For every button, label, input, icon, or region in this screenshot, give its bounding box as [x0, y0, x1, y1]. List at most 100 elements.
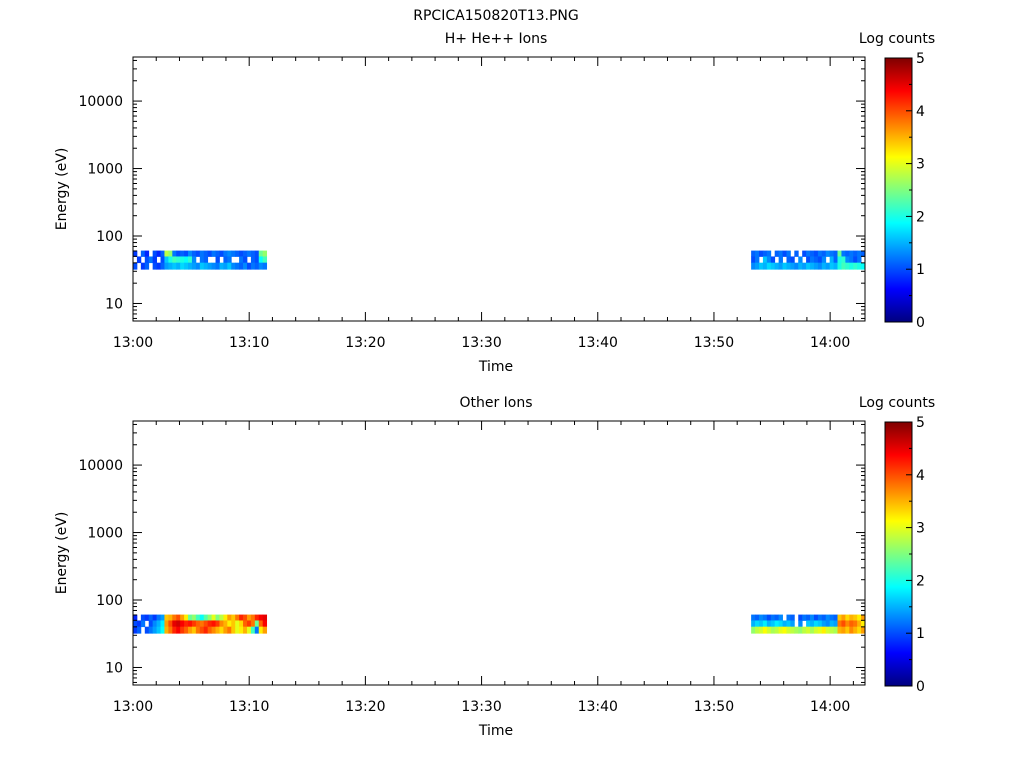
heatmap-cell — [845, 256, 850, 264]
heatmap-cell — [246, 620, 252, 628]
heatmap-cell — [817, 626, 823, 634]
y-axis-label: Energy (eV) — [54, 512, 70, 595]
x-axis-label: Time — [478, 723, 513, 739]
heatmap-cell — [766, 262, 772, 270]
panel-other-ions: Other Ions Log counts 13:00 13:10 13:20 13:… — [54, 395, 935, 739]
heatmap-cell — [223, 256, 228, 264]
x-tick-label: 13:20 — [345, 699, 385, 715]
heatmap-cell — [223, 620, 228, 628]
heatmap-cell — [239, 250, 244, 257]
heatmap-cell — [774, 262, 780, 270]
heatmap-cell — [243, 256, 248, 264]
heatmap-cell — [751, 262, 756, 270]
heatmap-cell — [243, 614, 248, 621]
heatmap-cell — [180, 620, 185, 628]
heatmap-cell — [770, 614, 776, 621]
heatmap-cell — [751, 256, 756, 264]
heatmap-cell — [203, 614, 209, 621]
heatmap-cell — [782, 262, 787, 270]
heatmap-cell — [239, 614, 244, 621]
heatmap-cell — [758, 250, 764, 257]
heatmap-cell — [144, 626, 150, 634]
heatmap-cell — [798, 256, 803, 264]
heatmap-cell — [782, 626, 787, 634]
heatmap-cell — [758, 626, 764, 634]
axis-marks: 13:00 13:10 13:20 13:30 13:40 13:50 14:00 10 100… — [78, 421, 865, 715]
heatmap-cell — [168, 250, 173, 257]
heatmap-cell — [762, 620, 768, 628]
heatmap-cell — [152, 250, 157, 257]
heatmap-cell — [133, 620, 138, 628]
heatmap-cell — [806, 256, 811, 264]
heatmap-cell — [195, 620, 201, 628]
heatmap-cell — [215, 626, 220, 634]
heatmap-cell — [188, 262, 193, 270]
heatmap-cell — [207, 626, 212, 634]
heatmap-cell — [164, 614, 169, 621]
heatmap-cell — [758, 614, 764, 621]
x-tick-label: 13:20 — [345, 335, 385, 351]
heatmap-cell — [215, 614, 220, 621]
heatmap-cell — [853, 262, 858, 270]
heatmap-cell — [258, 250, 264, 257]
heatmap-cell — [758, 620, 764, 628]
colorbar-tick-label: 1 — [916, 262, 925, 278]
heatmap-cell — [766, 256, 772, 264]
heatmap-cell — [172, 262, 177, 270]
x-tick-label: 13:50 — [694, 699, 734, 715]
heatmap-cell — [254, 626, 260, 634]
x-tick-label: 14:00 — [810, 699, 850, 715]
heatmap-cell — [829, 620, 834, 628]
heatmap-cell — [188, 620, 193, 628]
heatmap-cell — [821, 620, 827, 628]
heatmap-cell — [235, 626, 240, 634]
heatmap-cell — [203, 626, 209, 634]
panel-title: H+ He++ Ions — [445, 31, 548, 47]
heatmap-cell — [231, 250, 236, 257]
heatmap-cell — [825, 250, 831, 257]
heatmap-cell — [849, 620, 854, 628]
heatmap-cell — [262, 626, 268, 634]
heatmap-cell — [770, 620, 776, 628]
heatmap-cell — [172, 250, 177, 257]
heatmap-cell — [813, 620, 819, 628]
figure-title: RPCICA150820T13.PNG — [413, 8, 578, 24]
heatmap-cell — [140, 250, 146, 257]
heatmap-cell — [164, 256, 169, 264]
heatmap-cell — [152, 626, 157, 634]
heatmap-cell — [180, 256, 185, 264]
heatmap-cell — [203, 620, 209, 628]
heatmap-cell — [176, 614, 181, 621]
heatmap-cell — [227, 614, 232, 621]
heatmap-cell — [168, 620, 173, 628]
heatmap-cell — [841, 262, 846, 270]
heatmap-cell — [802, 250, 807, 257]
heatmap-cell — [235, 620, 240, 628]
heatmap-cell — [790, 620, 795, 628]
heatmap-cell — [176, 262, 181, 270]
heatmap-cell — [778, 250, 783, 257]
heatmap-cell — [778, 620, 783, 628]
heatmap-cell — [833, 256, 838, 264]
heatmap-cell — [227, 620, 232, 628]
heatmap-cell — [243, 626, 248, 634]
heatmap-cell — [825, 262, 831, 270]
heatmap-cell — [766, 250, 772, 257]
heatmap-cell — [833, 262, 838, 270]
heatmap-cell — [243, 620, 248, 628]
heatmap-cell — [144, 250, 150, 257]
heatmap-cell — [258, 626, 264, 634]
heatmap-cell — [219, 250, 224, 257]
heatmap-cell — [239, 620, 244, 628]
heatmap-cell — [849, 256, 854, 264]
heatmap-cell — [833, 620, 838, 628]
heatmap-cell — [806, 250, 811, 257]
heatmap-cell — [786, 256, 791, 264]
heatmap-cell — [755, 614, 760, 621]
heatmap-cell — [250, 620, 256, 628]
heatmap-cell — [207, 614, 212, 621]
heatmap-cell — [180, 262, 185, 270]
heatmap-cell — [845, 626, 850, 634]
heatmap-cell — [837, 250, 842, 257]
heatmap-cell — [837, 256, 842, 264]
